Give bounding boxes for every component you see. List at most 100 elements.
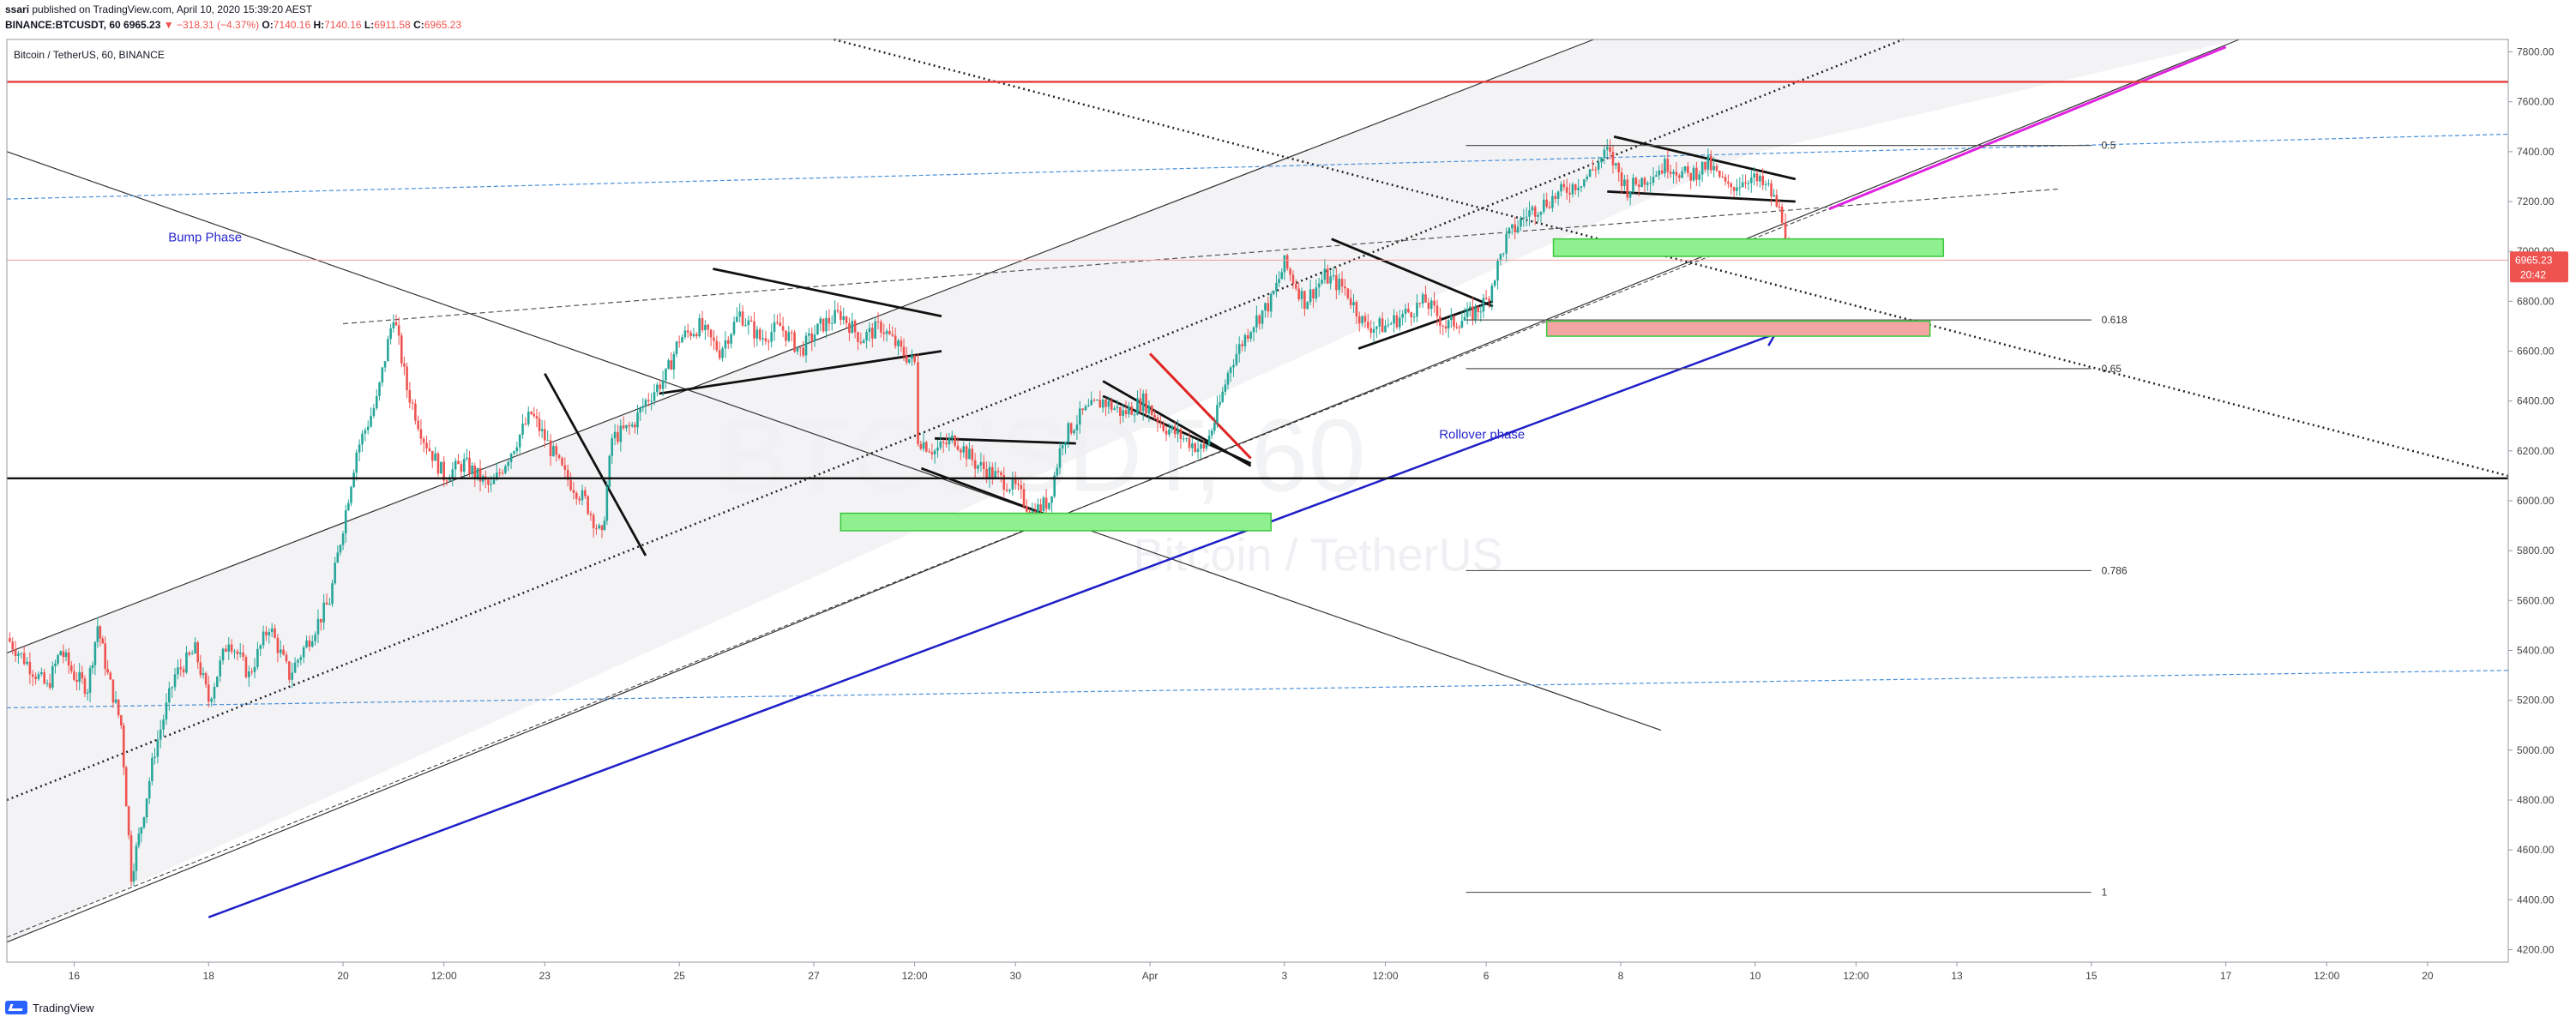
candle-body	[842, 316, 845, 321]
candle-body	[1520, 218, 1522, 227]
candle-body	[375, 395, 378, 409]
candle-body	[954, 435, 956, 446]
candle-body	[1058, 448, 1062, 468]
candle-body	[1053, 475, 1056, 496]
candle-body	[802, 347, 804, 356]
candle-body	[1005, 489, 1008, 491]
candle-body	[1488, 298, 1490, 302]
candle-body	[96, 626, 99, 642]
candle-body	[973, 460, 977, 469]
x-tick-label: 12:00	[1843, 970, 1869, 982]
horizontal-levels[interactable]: 0.5 0.618 0.65 0.786 1	[7, 81, 2508, 899]
candle-body	[1468, 306, 1472, 310]
candle-body	[1695, 167, 1698, 180]
candle-body	[677, 341, 681, 343]
candle-body	[1643, 178, 1646, 185]
annotation-bump-phase: Bump Phase	[168, 231, 242, 245]
candle-body	[1022, 489, 1026, 507]
candle-body	[578, 498, 581, 501]
flag-pole-line	[544, 373, 647, 557]
trend-drawings[interactable]	[6, 38, 2509, 943]
candle-body	[917, 362, 919, 444]
candle-body	[442, 461, 445, 481]
candle-body	[361, 433, 364, 445]
footer-brand[interactable]: TradingView	[33, 1001, 94, 1014]
candle-body	[1479, 311, 1483, 313]
candle-body	[1329, 276, 1332, 284]
x-tick-label: 25	[673, 970, 685, 982]
candle-body	[513, 451, 515, 454]
candle-body	[1232, 364, 1235, 368]
zone-boxes[interactable]	[840, 238, 1945, 532]
candle-body	[1136, 398, 1139, 415]
candle-body	[753, 321, 755, 339]
candle-body	[721, 348, 724, 358]
candle-body	[683, 330, 687, 338]
candle-body	[1412, 316, 1416, 318]
candle-body	[1014, 478, 1017, 484]
candle-body	[933, 450, 936, 454]
candle-body	[686, 330, 689, 333]
candle-body	[1603, 149, 1606, 159]
candle-body	[1472, 306, 1474, 321]
countdown-label: 20:42	[2520, 268, 2546, 280]
candle-body	[347, 502, 350, 510]
candle-body	[199, 662, 202, 676]
candle-body	[922, 442, 925, 449]
channel-fills	[7, 39, 2240, 942]
candle-body	[99, 626, 102, 639]
candle-body	[216, 676, 219, 687]
candle-body	[834, 310, 836, 323]
candle-body	[950, 435, 954, 439]
y-tick-label: 5800.00	[2517, 545, 2555, 557]
candle-body	[1620, 172, 1623, 187]
candle-body	[1615, 163, 1617, 165]
candle-body	[653, 392, 656, 401]
candle-body	[622, 425, 625, 429]
candle-body	[874, 321, 876, 339]
candle-body	[1367, 322, 1369, 328]
candle-body	[592, 515, 595, 528]
candle-body	[1122, 410, 1124, 416]
candle-body	[142, 817, 146, 827]
tradingview-logo-icon[interactable]	[5, 1001, 27, 1014]
candle-body	[713, 337, 715, 341]
candle-body	[718, 350, 721, 358]
candle-body	[1474, 306, 1477, 321]
candle-body	[908, 358, 911, 363]
candle-body	[1295, 283, 1297, 289]
candle-body	[1780, 207, 1784, 223]
candle-body	[202, 673, 205, 676]
x-tick-label: 12:00	[1372, 970, 1398, 982]
candle-body	[1185, 438, 1188, 440]
price-axis[interactable]: 4200.00 4400.00 4600.00 4800.00 5000.00 5200.…	[2507, 39, 2568, 962]
candle-body	[1194, 443, 1196, 452]
publisher-name[interactable]: ssari	[5, 3, 30, 15]
y-tick-label: 6200.00	[2517, 445, 2555, 457]
fib-label-0.618: 0.618	[2102, 314, 2128, 326]
candle-body	[598, 525, 600, 529]
candle-body	[1133, 414, 1136, 416]
candle-body	[1692, 167, 1695, 181]
candle-body	[37, 674, 40, 679]
candle-body	[262, 631, 265, 646]
candle-body	[213, 686, 216, 699]
time-axis[interactable]: 16 18 20 12:00 23 25 27 12:00 30 Apr 3 12:00 6 8 10 12:…	[7, 961, 2508, 982]
candle-body	[1617, 163, 1620, 173]
x-tick-label: 13	[1951, 970, 1963, 982]
candle-body	[256, 648, 259, 667]
candle-body	[177, 667, 179, 675]
y-tick-label: 7800.00	[2517, 46, 2555, 58]
red-wedge-line	[1148, 352, 1252, 460]
candle-body	[1675, 172, 1678, 176]
candle-body	[428, 448, 431, 451]
candle-body	[408, 389, 412, 403]
magenta-trend-line	[1828, 45, 2227, 211]
candle-body	[919, 443, 923, 449]
candle-body	[1398, 317, 1401, 328]
candle-body	[1078, 408, 1081, 425]
candle-body	[1721, 176, 1724, 178]
channel-mid-dotted-line	[6, 38, 1904, 802]
candle-body	[276, 637, 280, 653]
